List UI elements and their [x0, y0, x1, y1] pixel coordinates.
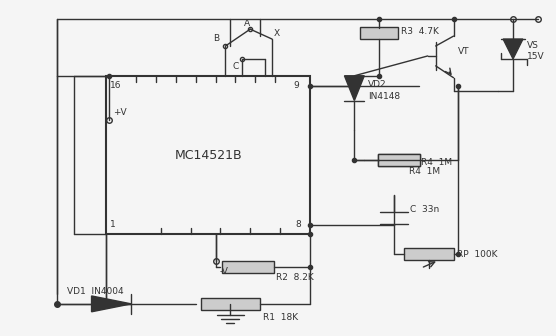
- Text: R3  4.7K: R3 4.7K: [401, 27, 439, 36]
- Text: VD1  IN4004: VD1 IN4004: [67, 288, 123, 296]
- Text: -V: -V: [220, 267, 229, 276]
- Text: 15V: 15V: [527, 52, 544, 61]
- Text: RP  100K: RP 100K: [456, 250, 497, 259]
- Polygon shape: [92, 296, 131, 312]
- Text: R4  1M: R4 1M: [409, 167, 440, 176]
- Bar: [106, 76, 310, 235]
- Polygon shape: [345, 76, 364, 100]
- Text: R2  8.2K: R2 8.2K: [276, 272, 314, 282]
- Bar: [404, 248, 454, 260]
- Text: C  33n: C 33n: [410, 205, 439, 214]
- Text: VT: VT: [458, 47, 469, 56]
- Text: 8: 8: [296, 220, 301, 229]
- Text: 1: 1: [111, 220, 116, 229]
- Polygon shape: [503, 39, 523, 59]
- Text: +V: +V: [113, 108, 127, 117]
- Text: IN4148: IN4148: [368, 92, 400, 101]
- Text: VS: VS: [527, 41, 539, 49]
- Text: 9: 9: [294, 81, 300, 90]
- Text: 16: 16: [111, 81, 122, 90]
- Bar: [378, 154, 420, 166]
- Bar: [201, 298, 260, 310]
- Text: B: B: [214, 34, 220, 43]
- Text: R1  18K: R1 18K: [263, 313, 298, 322]
- Text: R4  1M: R4 1M: [421, 158, 452, 167]
- Bar: [360, 27, 398, 39]
- Text: C: C: [232, 62, 239, 71]
- Text: X: X: [274, 29, 280, 38]
- Text: VD2: VD2: [368, 80, 387, 89]
- Text: A: A: [244, 19, 250, 28]
- Bar: [378, 154, 420, 166]
- Text: MC14521B: MC14521B: [174, 149, 242, 162]
- Bar: [222, 261, 274, 273]
